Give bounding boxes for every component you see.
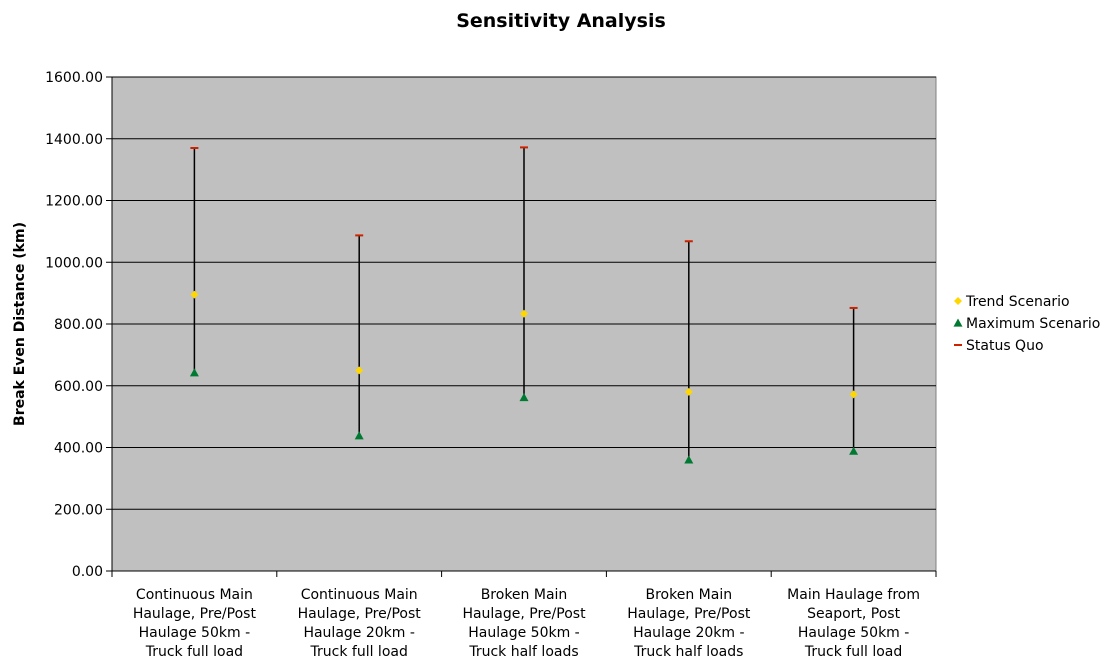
- chart-title: Sensitivity Analysis: [456, 10, 666, 32]
- legend-label: Trend Scenario: [965, 294, 1070, 310]
- legend: Trend Scenario Maximum Scenario Status Quo: [950, 288, 1120, 358]
- x-category-label-line: Broken Main: [481, 587, 568, 603]
- x-category-label: Continuous Main Haulage, Pre/Post Haulage …: [298, 587, 422, 660]
- maximum-scenario-point: [354, 431, 364, 440]
- maximum-scenario-point: [519, 392, 529, 402]
- trend-scenario-point: [520, 309, 528, 318]
- legend-label: Status Quo: [966, 338, 1044, 354]
- x-category-label-line: Truck half loads: [468, 644, 578, 660]
- y-tick-label: 1400.00: [45, 132, 103, 148]
- y-tick-labels: 0.00 200.00 400.00 600.00 800.00 1000.00 1200.…: [45, 70, 103, 580]
- maximum-scenario-point: [189, 368, 199, 377]
- legend-marker: [954, 297, 962, 305]
- legend-marker: [953, 318, 963, 327]
- legend-box: [950, 288, 1120, 358]
- x-category-label: Main Haulage from Seaport, Post Haulage 50…: [787, 587, 920, 660]
- x-category-label-line: Haulage 50km -: [139, 625, 250, 641]
- x-category-label-line: Truck full load: [310, 644, 408, 660]
- x-category-label-line: Haulage 20km -: [633, 625, 744, 641]
- legend-entry: Trend Scenario: [954, 294, 1070, 310]
- x-category-label-line: Broken Main: [646, 587, 733, 603]
- x-category-label-line: Haulage, Pre/Post: [298, 606, 422, 622]
- x-category-label-line: Haulage, Pre/Post: [462, 606, 586, 622]
- range-lines: [193, 147, 855, 460]
- x-category-label-line: Truck half loads: [633, 644, 743, 660]
- y-axis-label: Break Even Distance (km): [12, 222, 28, 426]
- x-category-label-line: Continuous Main: [136, 587, 253, 603]
- y-tick-label: 800.00: [54, 317, 103, 333]
- maximum-scenario-point: [684, 455, 694, 464]
- x-category-label-line: Main Haulage from: [787, 587, 920, 603]
- x-category-label: Broken Main Haulage, Pre/Post Haulage 50km…: [462, 587, 586, 660]
- y-tick-label: 600.00: [54, 379, 103, 395]
- legend-entry: Maximum Scenario: [953, 316, 1100, 332]
- x-category-label-line: Truck full load: [145, 644, 243, 660]
- trend-scenario-point: [355, 366, 364, 375]
- data-markers: [189, 146, 859, 464]
- x-category-label-line: Haulage 20km -: [303, 625, 414, 641]
- x-category-label-line: Haulage 50km -: [798, 625, 909, 641]
- y-tick-label: 1200.00: [45, 194, 103, 210]
- y-tick-label: 200.00: [54, 502, 103, 518]
- x-category-label-line: Continuous Main: [301, 587, 418, 603]
- x-category-label-line: Haulage, Pre/Post: [133, 606, 257, 622]
- y-tick-label: 0.00: [72, 564, 103, 580]
- maximum-scenario-point: [849, 446, 859, 455]
- x-category-labels: Continuous Main Haulage, Pre/Post Haulage …: [133, 587, 920, 660]
- x-category-label: Broken Main Haulage, Pre/Post Haulage 20km…: [627, 587, 751, 660]
- x-category-label: Continuous Main Haulage, Pre/Post Haulage …: [133, 587, 257, 660]
- legend-label: Maximum Scenario: [966, 316, 1100, 332]
- x-category-label-line: Truck full load: [804, 644, 902, 660]
- legend-entry: Status Quo: [954, 338, 1044, 354]
- y-tick-label: 1600.00: [45, 70, 103, 86]
- y-tick-label: 400.00: [54, 441, 103, 457]
- x-category-label-line: Haulage, Pre/Post: [627, 606, 751, 622]
- y-tick-label: 1000.00: [45, 255, 103, 271]
- trend-scenario-point: [190, 290, 199, 299]
- x-category-label-line: Haulage 50km -: [468, 625, 579, 641]
- trend-scenario-point: [849, 390, 858, 399]
- axes: [106, 76, 937, 577]
- x-category-label-line: Seaport, Post: [807, 606, 900, 622]
- trend-scenario-point: [684, 387, 693, 396]
